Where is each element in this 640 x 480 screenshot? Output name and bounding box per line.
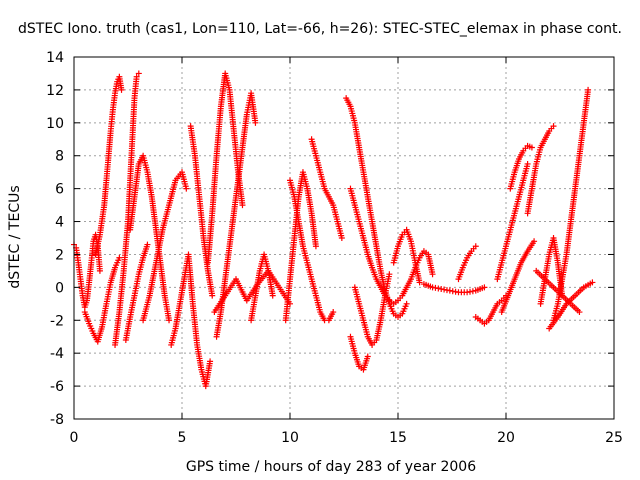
y-tick-label: 10 (46, 116, 64, 132)
data-point (524, 160, 531, 167)
x-tick-label: 10 (281, 430, 299, 446)
data-point (209, 292, 216, 299)
data-point (166, 317, 173, 324)
x-tick-label: 20 (497, 430, 515, 446)
data-point (183, 185, 190, 192)
x-tick-label: 0 (70, 430, 79, 446)
data-point (116, 254, 123, 261)
data-point (585, 86, 592, 93)
data-point (338, 235, 345, 241)
y-tick-label: 0 (55, 280, 64, 296)
data-point (96, 267, 103, 274)
x-axis-label: GPS time / hours of day 283 of year 2006 (186, 459, 476, 475)
x-tick-label: 5 (178, 430, 187, 446)
y-tick-label: -2 (50, 313, 64, 329)
x-tick-label: 25 (605, 430, 623, 446)
y-tick-label: -8 (50, 412, 64, 428)
data-point (330, 309, 337, 316)
data-points (71, 70, 596, 390)
data-point (312, 243, 319, 250)
plot-frame (73, 56, 615, 420)
data-point (133, 73, 140, 80)
data-point (118, 86, 125, 93)
data-point (207, 358, 214, 365)
data-point (239, 202, 246, 209)
y-axis-label: dSTEC / TECUs (7, 185, 23, 288)
y-tick-label: 2 (55, 247, 64, 263)
data-point (416, 279, 423, 286)
data-point (531, 238, 538, 245)
x-tick-label: 15 (389, 430, 407, 446)
y-tick-label: 4 (55, 215, 64, 231)
data-point (528, 144, 535, 151)
data-point (135, 70, 142, 77)
data-point (364, 353, 371, 360)
y-tick-label: 12 (46, 83, 64, 99)
y-tick-label: 8 (55, 149, 64, 165)
y-tick-label: 6 (55, 182, 64, 198)
data-point (386, 271, 393, 278)
chart-title: dSTEC Iono. truth (cas1, Lon=110, Lat=-6… (18, 21, 622, 37)
data-point (550, 123, 557, 130)
data-point (481, 284, 488, 291)
data-point (576, 309, 583, 316)
data-point (472, 243, 479, 250)
data-point (403, 300, 410, 307)
y-tick-label: -6 (50, 379, 64, 395)
axis-ticks: 0 5 10 15 20 25 -8 -6 -4 -2 0 2 4 6 8 10 12 14 (46, 50, 623, 446)
data-point (252, 119, 259, 126)
y-tick-label: -4 (50, 346, 64, 362)
data-point (589, 279, 596, 286)
data-point (144, 241, 151, 248)
data-point (269, 292, 276, 299)
data-point (429, 271, 436, 278)
y-tick-label: 14 (46, 50, 64, 66)
